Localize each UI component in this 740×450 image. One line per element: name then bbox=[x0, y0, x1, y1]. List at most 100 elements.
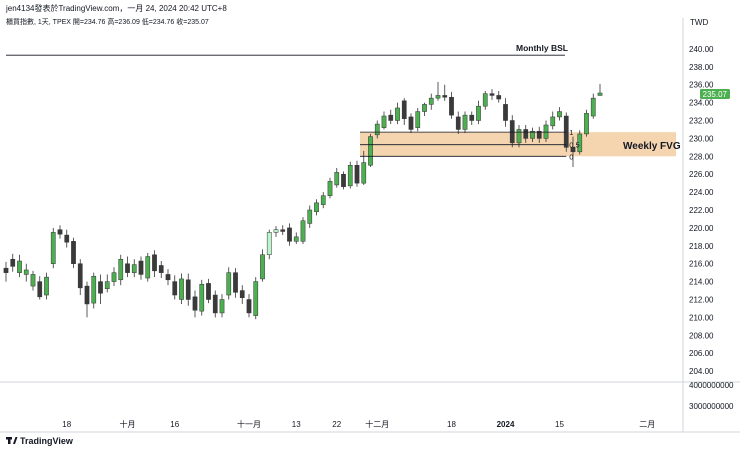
price-tick-label: 222.00 bbox=[689, 206, 714, 215]
candle-body bbox=[77, 263, 83, 289]
annotations: 1 0.5 0 Weekly FVG Monthly BSL bbox=[6, 43, 681, 161]
volume-axis: 4000000000 3000000000 bbox=[689, 381, 734, 411]
candle-body bbox=[185, 279, 191, 300]
candle-body bbox=[341, 173, 346, 187]
bullish-candle bbox=[145, 252, 151, 282]
bullish-candle bbox=[199, 279, 205, 316]
bearish-candle bbox=[57, 225, 63, 239]
bearish-candle bbox=[192, 290, 198, 318]
price-tick-label: 216.00 bbox=[689, 260, 714, 269]
bearish-candle bbox=[10, 253, 16, 272]
candle-body bbox=[550, 116, 556, 127]
bullish-candle bbox=[516, 124, 522, 148]
candles bbox=[3, 82, 603, 320]
candle-body bbox=[84, 285, 90, 305]
candle-body bbox=[50, 232, 56, 264]
candle-body bbox=[428, 97, 434, 105]
price-tick-label: 208.00 bbox=[689, 331, 714, 340]
candle-body bbox=[584, 113, 589, 135]
bullish-candle bbox=[131, 259, 137, 278]
bullish-candle bbox=[374, 120, 380, 139]
bearish-candle bbox=[354, 160, 360, 187]
price-tick-label: 210.00 bbox=[689, 313, 714, 322]
price-tick-label: 214.00 bbox=[689, 278, 714, 287]
bearish-candle bbox=[489, 89, 495, 100]
candle-body bbox=[476, 105, 481, 121]
currency-label: TWD bbox=[690, 18, 708, 27]
candle-body bbox=[219, 299, 225, 314]
bearish-candle bbox=[570, 136, 576, 168]
candle-body bbox=[152, 254, 157, 272]
bearish-candle bbox=[496, 90, 502, 103]
footer-brand: TradingView bbox=[20, 436, 74, 446]
bearish-candle bbox=[64, 229, 70, 248]
bearish-candle bbox=[287, 223, 292, 246]
candle-body bbox=[543, 124, 549, 139]
candle-body bbox=[64, 234, 70, 243]
candle-body bbox=[449, 96, 454, 116]
candle-body bbox=[253, 281, 259, 316]
candle-body bbox=[381, 115, 387, 128]
time-tick-label: 十一月 bbox=[237, 419, 261, 429]
fib-level-label: 0 bbox=[569, 152, 573, 161]
volume-tick-label: 3000000000 bbox=[689, 402, 734, 411]
candle-body bbox=[523, 129, 529, 139]
candle-body bbox=[422, 104, 427, 112]
candle-body bbox=[354, 165, 360, 184]
fib-level-label: 0.5 bbox=[569, 141, 579, 150]
candle-body bbox=[172, 281, 178, 296]
bullish-candle bbox=[314, 199, 319, 216]
candle-body bbox=[401, 100, 407, 119]
price-tick-label: 224.00 bbox=[689, 188, 714, 197]
bullish-candle bbox=[30, 270, 36, 291]
candle-body bbox=[206, 283, 211, 300]
bullish-candle bbox=[422, 102, 427, 117]
bearish-candle bbox=[449, 91, 454, 119]
candle-body bbox=[293, 236, 299, 242]
price-tick-label: 234.00 bbox=[689, 99, 714, 108]
bearish-candle bbox=[77, 259, 83, 296]
candle-body bbox=[462, 114, 468, 130]
price-tick-label: 204.00 bbox=[689, 367, 714, 376]
candle-body bbox=[165, 274, 171, 281]
candle-body bbox=[98, 281, 103, 294]
candle-body bbox=[563, 115, 569, 148]
bullish-candle bbox=[415, 107, 421, 132]
candle-body bbox=[314, 202, 319, 213]
candle-body bbox=[388, 114, 394, 121]
candle-body bbox=[246, 299, 252, 314]
bullish-candle bbox=[395, 102, 400, 125]
bearish-candle bbox=[341, 171, 346, 190]
candle-body bbox=[266, 232, 272, 255]
bullish-candle bbox=[435, 82, 441, 101]
bearish-candle bbox=[37, 276, 43, 300]
candle-body bbox=[138, 260, 144, 275]
candle-body bbox=[23, 269, 29, 275]
candle-body bbox=[536, 130, 542, 139]
candle-body bbox=[327, 181, 333, 196]
candle-body bbox=[530, 130, 535, 139]
bearish-candle bbox=[246, 294, 252, 318]
candle-body bbox=[10, 258, 16, 267]
bearish-candle bbox=[125, 256, 130, 278]
candle-body bbox=[408, 116, 414, 130]
bearish-candle bbox=[455, 111, 461, 134]
price-tick-label: 228.00 bbox=[689, 152, 714, 161]
bullish-candle bbox=[577, 130, 583, 155]
candle-body bbox=[395, 107, 400, 121]
candle-body bbox=[30, 274, 36, 287]
candle-body bbox=[91, 275, 97, 304]
bearish-candle bbox=[98, 274, 103, 304]
candle-body bbox=[577, 133, 583, 153]
candle-body bbox=[469, 114, 475, 121]
bullish-candle bbox=[590, 93, 596, 119]
candle-body bbox=[199, 284, 205, 312]
bearish-candle bbox=[158, 261, 164, 279]
bullish-candle bbox=[253, 277, 259, 320]
time-tick-label: 十月 bbox=[120, 419, 136, 429]
candle-body bbox=[260, 254, 265, 280]
bearish-candle bbox=[388, 109, 394, 125]
candle-body bbox=[489, 93, 495, 96]
candle-body bbox=[590, 97, 596, 117]
